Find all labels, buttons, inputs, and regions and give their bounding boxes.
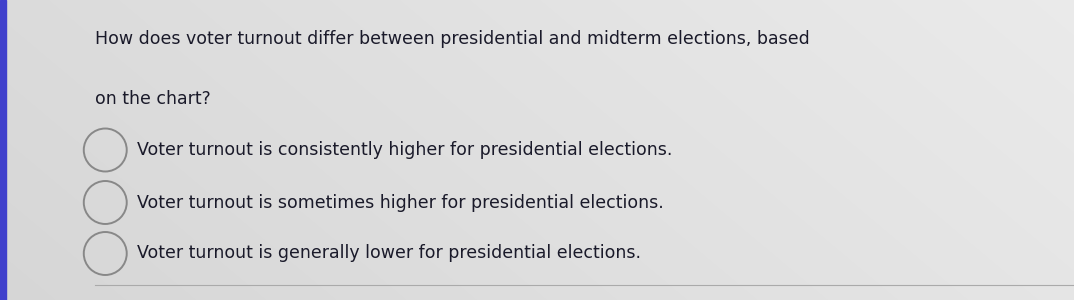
Text: on the chart?: on the chart? [95,90,211,108]
Bar [0,0,6,300]
Text: Voter turnout is generally lower for presidential elections.: Voter turnout is generally lower for pre… [137,244,641,262]
Text: Voter turnout is consistently higher for presidential elections.: Voter turnout is consistently higher for… [137,141,672,159]
Text: Voter turnout is sometimes higher for presidential elections.: Voter turnout is sometimes higher for pr… [137,194,664,211]
Text: How does voter turnout differ between presidential and midterm elections, based: How does voter turnout differ between pr… [95,30,810,48]
